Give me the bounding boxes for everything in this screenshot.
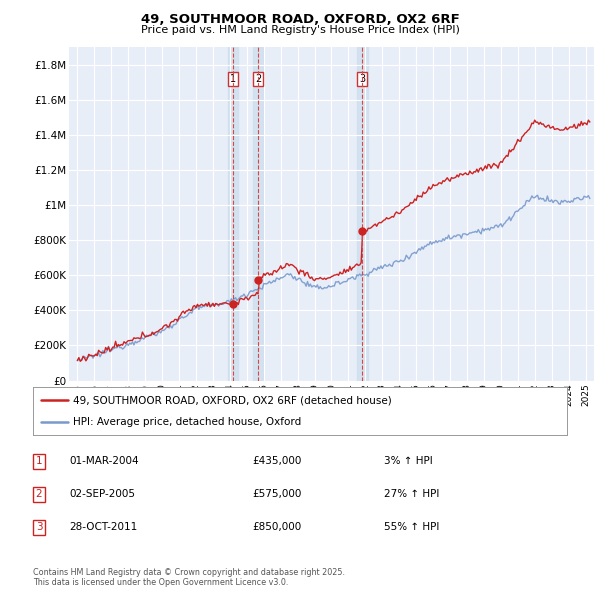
Text: 49, SOUTHMOOR ROAD, OXFORD, OX2 6RF: 49, SOUTHMOOR ROAD, OXFORD, OX2 6RF	[140, 13, 460, 26]
Text: 1: 1	[35, 457, 43, 466]
Text: Price paid vs. HM Land Registry's House Price Index (HPI): Price paid vs. HM Land Registry's House …	[140, 25, 460, 35]
Text: 49, SOUTHMOOR ROAD, OXFORD, OX2 6RF (detached house): 49, SOUTHMOOR ROAD, OXFORD, OX2 6RF (det…	[73, 395, 392, 405]
Text: 55% ↑ HPI: 55% ↑ HPI	[384, 523, 439, 532]
Text: Contains HM Land Registry data © Crown copyright and database right 2025.
This d: Contains HM Land Registry data © Crown c…	[33, 568, 345, 587]
Text: £575,000: £575,000	[252, 490, 301, 499]
Text: 3: 3	[35, 523, 43, 532]
Bar	[358, 47, 368, 381]
Text: 1: 1	[230, 74, 236, 84]
Text: 2: 2	[255, 74, 261, 84]
Text: 3: 3	[359, 74, 365, 84]
Text: 28-OCT-2011: 28-OCT-2011	[69, 523, 137, 532]
Text: 2: 2	[35, 490, 43, 499]
Text: £435,000: £435,000	[252, 457, 301, 466]
Text: 02-SEP-2005: 02-SEP-2005	[69, 490, 135, 499]
Text: 27% ↑ HPI: 27% ↑ HPI	[384, 490, 439, 499]
Text: 3% ↑ HPI: 3% ↑ HPI	[384, 457, 433, 466]
Text: £850,000: £850,000	[252, 523, 301, 532]
Text: HPI: Average price, detached house, Oxford: HPI: Average price, detached house, Oxfo…	[73, 417, 301, 427]
Text: 01-MAR-2004: 01-MAR-2004	[69, 457, 139, 466]
Bar	[253, 47, 263, 381]
Bar	[227, 47, 238, 381]
